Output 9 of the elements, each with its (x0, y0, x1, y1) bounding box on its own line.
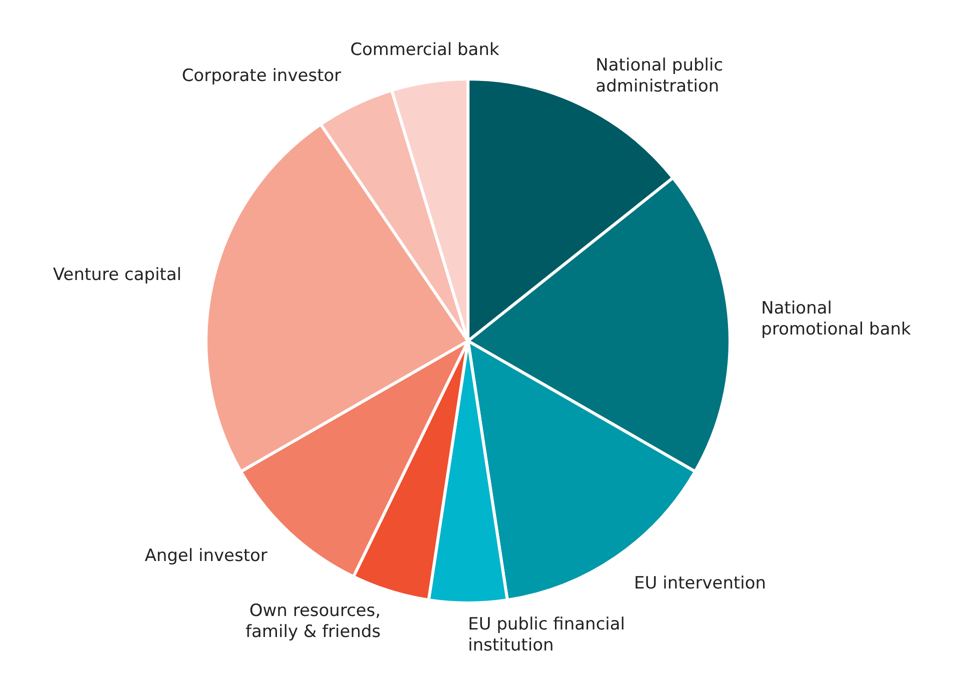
slice-label: Commercial bank (350, 40, 500, 60)
slice-label: National promotional bank (761, 298, 912, 340)
slice-label: Venture capital (52, 265, 182, 286)
slice-label: Own resources, family & friends (246, 601, 381, 642)
slice-label: Corporate investor (182, 66, 342, 86)
slice-label: EU public financial institution (468, 614, 626, 656)
slice-label: EU intervention (634, 574, 766, 594)
slice-label: National public administration (596, 56, 724, 97)
slice-label: Angel investor (144, 546, 268, 566)
